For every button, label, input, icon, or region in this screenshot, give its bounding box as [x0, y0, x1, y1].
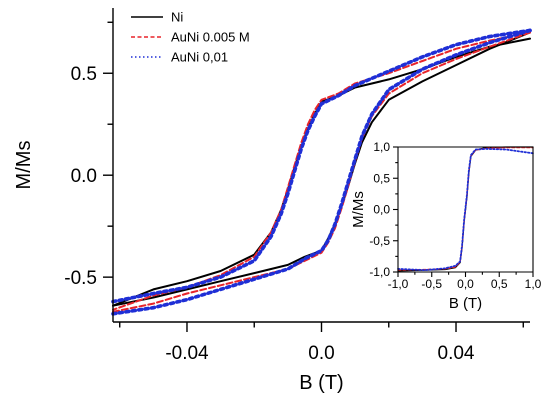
x-axis-title: B (T) [449, 295, 482, 312]
x-tick-label: 0.04 [438, 343, 475, 364]
y-tick-label: 0,0 [373, 203, 390, 217]
x-tick-label: 0,0 [457, 277, 474, 291]
x-tick-label: 1,0 [525, 277, 542, 291]
inset-plot: -1,0 -0,5 0,0 0,5 1,0 1,0 0,5 0,0 -0,5 -1,0 B (T) M… [350, 140, 542, 312]
series-line-1-0 [112, 31, 531, 311]
y-tick-label: 0,5 [373, 171, 390, 185]
x-tick-label: 0.0 [308, 343, 334, 364]
y-axis-title: M/Ms [13, 141, 35, 190]
y-tick-label: -0,5 [369, 234, 390, 248]
x-tick-label: 0,5 [491, 277, 508, 291]
legend-label-0: Ni [171, 10, 183, 25]
x-axis-title: B (T) [299, 372, 343, 394]
x-tick-label: -1,0 [388, 277, 409, 291]
legend-label-2: AuNi 0,01 [171, 50, 228, 65]
main-plot: -0.04 0.0 0.04 0.5 0.0 -0.5 B (T) M/Ms Ni AuNi 0.… [13, 8, 532, 394]
y-tick-label: -1,0 [369, 265, 390, 279]
x-tick-label: -0,5 [421, 277, 442, 291]
y-axis-title: M/Ms [350, 191, 367, 228]
legend-label-1: AuNi 0.005 M [171, 30, 250, 45]
y-tick-label: 1,0 [373, 140, 390, 154]
y-tick-label: 0.0 [71, 166, 97, 187]
y-tick-label: -0.5 [64, 268, 97, 289]
series-line-2-0 [111, 28, 532, 304]
series-line-2-1 [111, 28, 532, 316]
x-tick-label: -0.04 [165, 343, 209, 364]
y-tick-label: 0.5 [71, 64, 97, 85]
series-line-2-0 [397, 148, 534, 271]
